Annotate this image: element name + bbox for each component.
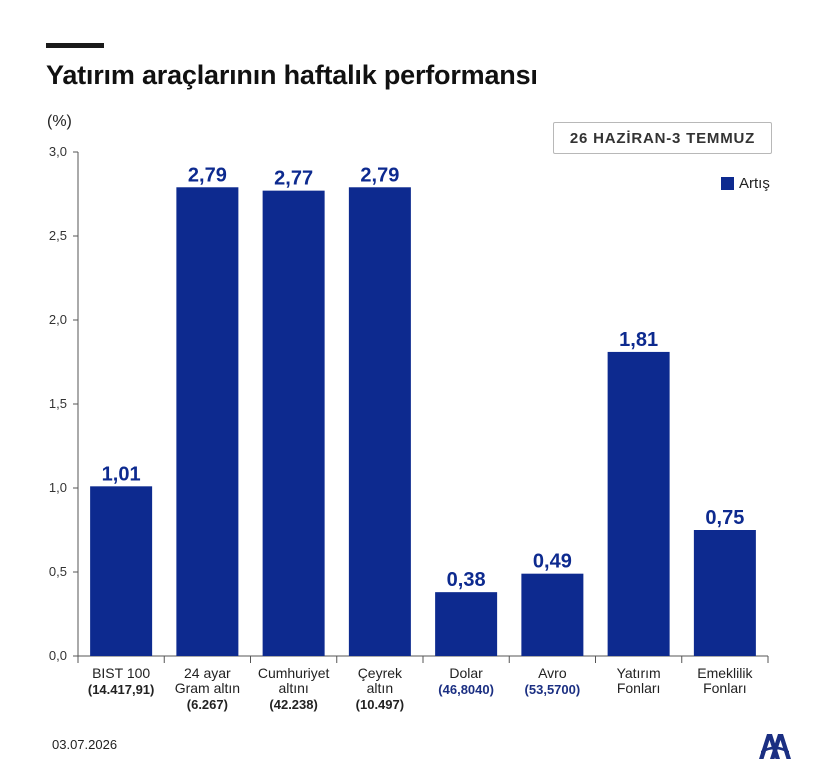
bar-value-label: 1,01 [102,463,141,485]
category-label: Emeklilik [697,665,753,681]
category-label: altın [367,680,393,696]
legend: Artış [721,175,770,192]
bar [693,530,756,656]
category-label: Yatırım [617,665,661,681]
bar [176,187,239,656]
bar-value-label: 1,81 [619,329,658,351]
y-tick-label: 3,0 [49,144,67,159]
bar-value-label: 2,79 [360,164,399,186]
bar [348,187,411,656]
y-tick-label: 0,0 [49,648,67,663]
bar [607,351,670,656]
y-tick-label: 1,5 [49,396,67,411]
category-price-label: (6.267) [187,697,228,712]
bar [90,486,153,656]
category-label: Dolar [449,665,483,681]
footer-date: 03.07.2026 [52,737,118,752]
category-label: Fonları [703,680,747,696]
bar-value-label: 0,75 [705,507,744,529]
category-price-label: (14.417,91) [88,682,155,697]
category-price-label: (10.497) [356,697,404,712]
y-tick-label: 0,5 [49,564,67,579]
category-label: Fonları [617,680,661,696]
legend-swatch [721,177,734,190]
legend-label: Artış [739,175,770,192]
category-price-label: (42.238) [269,697,317,712]
category-label: Cumhuriyet [258,665,330,681]
category-label: altını [278,680,308,696]
bar [521,573,584,656]
date-range-badge: 26 HAZİRAN-3 TEMMUZ [553,122,772,154]
bar-value-label: 0,38 [447,569,486,591]
bar [435,592,498,656]
category-label: BIST 100 [92,665,150,681]
y-tick-label: 1,0 [49,480,67,495]
title-rule [46,43,104,48]
category-label: Çeyrek [358,665,403,681]
bar [262,190,325,656]
category-label: 24 ayar [184,665,231,681]
chart-title: Yatırım araçlarının haftalık performansı [46,60,538,90]
aa-logo-icon [759,734,791,759]
y-tick-label: 2,5 [49,228,67,243]
y-axis-unit: (%) [47,113,72,130]
category-price-label: (53,5700) [525,682,581,697]
bar-value-label: 2,77 [274,168,313,190]
bar-value-label: 0,49 [533,551,572,573]
bar-value-label: 2,79 [188,164,227,186]
y-tick-label: 2,0 [49,312,67,327]
category-label: Avro [538,665,567,681]
category-label: Gram altın [175,680,240,696]
category-price-label: (46,8040) [438,682,494,697]
